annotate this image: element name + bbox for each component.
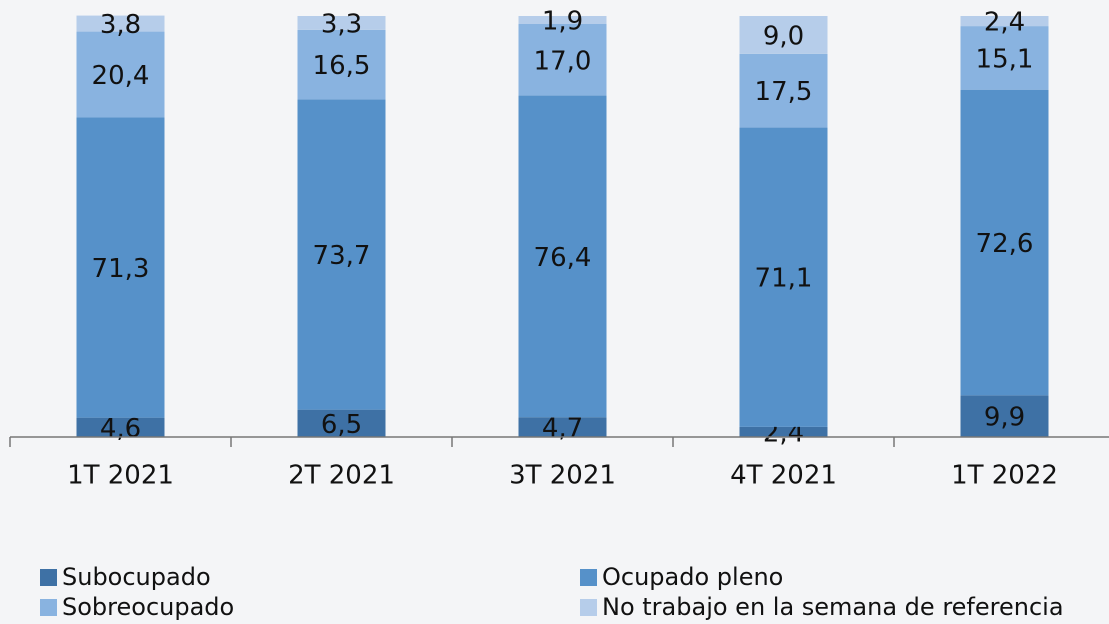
x-tick-label: 1T 2021 [67, 461, 174, 491]
data-label: 4,7 [542, 414, 583, 444]
bar-segment [518, 16, 607, 24]
data-label: 20,4 [92, 61, 150, 91]
x-tick-label: 4T 2021 [730, 461, 837, 491]
data-label: 72,6 [976, 229, 1034, 259]
legend-swatch [40, 569, 57, 586]
bar-segment [518, 23, 607, 96]
data-label: 17,0 [534, 46, 592, 76]
data-label: 1,9 [542, 6, 583, 36]
data-label: 3,3 [321, 9, 362, 39]
bar-segment [960, 395, 1049, 437]
data-label: 16,5 [313, 51, 371, 81]
data-label: 9,9 [984, 403, 1025, 433]
legend-label: Ocupado pleno [602, 563, 783, 591]
data-label: 73,7 [313, 241, 371, 271]
legend-label: Subocupado [62, 563, 211, 591]
data-label: 15,1 [976, 44, 1034, 74]
x-tick-label: 3T 2021 [509, 461, 616, 491]
legend-label: Sobreocupado [62, 593, 234, 621]
bar-segment [76, 417, 165, 437]
data-label: 3,8 [100, 10, 141, 40]
data-label: 9,0 [763, 21, 804, 51]
data-label: 17,5 [755, 77, 813, 107]
bar-segment [960, 89, 1049, 396]
bar-segment [739, 426, 828, 437]
legend-swatch [580, 569, 597, 586]
x-tick-label: 2T 2021 [288, 461, 395, 491]
data-label: 71,1 [755, 264, 813, 294]
bar-segment [297, 16, 386, 30]
bar-segment [518, 417, 607, 437]
bar-segment [297, 409, 386, 437]
bar-segment [76, 15, 165, 32]
data-label: 6,5 [321, 410, 362, 440]
data-label: 71,3 [92, 254, 150, 284]
bar-segment [739, 127, 828, 427]
bar-segment [297, 29, 386, 100]
legend-swatch [580, 599, 597, 616]
data-label: 76,4 [534, 243, 592, 273]
bar-segment [297, 99, 386, 410]
bar-segment [739, 53, 828, 128]
bar-segment [76, 31, 165, 118]
legend-swatch [40, 599, 57, 616]
data-label: 4,6 [100, 414, 141, 444]
legend-label: No trabajo en la semana de referencia [602, 593, 1064, 621]
x-tick-label: 1T 2022 [951, 461, 1058, 491]
bar-segment [76, 117, 165, 418]
bar-segment [960, 26, 1049, 90]
bar-segment [739, 16, 828, 54]
bar-segment [960, 16, 1049, 27]
bar-segment [518, 95, 607, 418]
data-label: 2,4 [984, 8, 1025, 38]
